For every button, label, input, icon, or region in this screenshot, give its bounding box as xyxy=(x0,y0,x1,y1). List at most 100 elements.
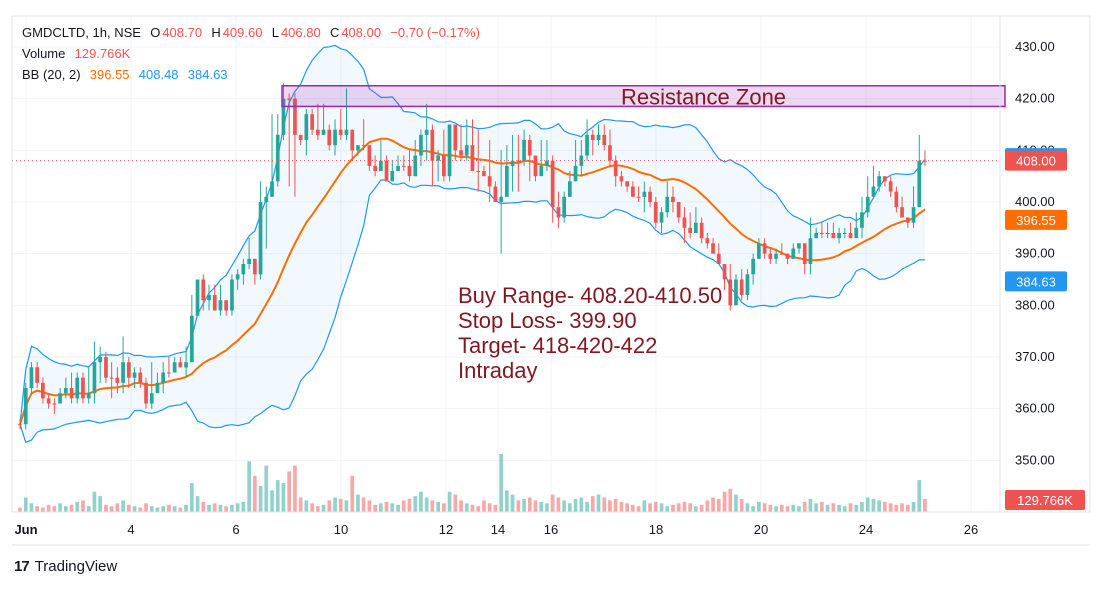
candle[interactable] xyxy=(396,155,400,172)
candle[interactable] xyxy=(906,217,910,228)
candle[interactable] xyxy=(539,140,544,177)
candle[interactable] xyxy=(562,191,566,223)
candle[interactable] xyxy=(447,124,452,182)
candle[interactable] xyxy=(917,134,922,208)
candle[interactable] xyxy=(768,248,773,265)
candle[interactable] xyxy=(281,83,286,140)
candle[interactable] xyxy=(413,140,418,177)
candle[interactable] xyxy=(883,176,887,187)
candle[interactable] xyxy=(161,362,165,394)
candle[interactable] xyxy=(104,351,108,383)
candle[interactable] xyxy=(298,134,303,146)
candle[interactable] xyxy=(722,264,727,290)
resistance-zone[interactable]: Resistance Zone xyxy=(281,84,1006,109)
candle[interactable] xyxy=(842,227,847,239)
candle[interactable] xyxy=(785,253,790,264)
candle[interactable] xyxy=(178,357,183,368)
candle[interactable] xyxy=(608,129,612,166)
candle[interactable] xyxy=(923,150,927,166)
candle[interactable] xyxy=(516,134,521,192)
candle[interactable] xyxy=(81,372,85,404)
candle[interactable] xyxy=(493,181,498,202)
candle[interactable] xyxy=(419,129,423,166)
candle[interactable] xyxy=(556,191,561,228)
candle[interactable] xyxy=(642,181,647,213)
candle[interactable] xyxy=(230,274,234,316)
candle[interactable] xyxy=(401,155,406,172)
candle[interactable] xyxy=(596,124,601,146)
candle[interactable] xyxy=(579,140,584,177)
candle[interactable] xyxy=(453,124,458,161)
candle[interactable] xyxy=(590,129,595,156)
candle[interactable] xyxy=(436,150,440,182)
candle[interactable] xyxy=(545,140,549,171)
candle[interactable] xyxy=(247,238,251,270)
candle[interactable] xyxy=(92,341,97,404)
candle[interactable] xyxy=(144,377,148,409)
candle[interactable] xyxy=(831,222,836,239)
candle[interactable] xyxy=(235,269,240,290)
candle[interactable] xyxy=(18,419,22,430)
candle[interactable] xyxy=(522,129,526,166)
candle[interactable] xyxy=(373,155,377,177)
candle[interactable] xyxy=(287,93,291,187)
candle[interactable] xyxy=(573,140,578,182)
candle[interactable] xyxy=(808,217,813,275)
candle[interactable] xyxy=(58,388,62,404)
candle[interactable] xyxy=(121,336,125,394)
candle[interactable] xyxy=(911,186,916,228)
candle[interactable] xyxy=(533,155,538,182)
candle[interactable] xyxy=(132,367,137,388)
candle[interactable] xyxy=(791,243,796,259)
candle[interactable] xyxy=(648,186,652,208)
candle[interactable] xyxy=(820,222,824,239)
candle[interactable] xyxy=(338,109,343,140)
candle[interactable] xyxy=(797,243,801,254)
candle[interactable] xyxy=(293,93,297,197)
candle[interactable] xyxy=(636,186,641,203)
candle[interactable] xyxy=(270,114,274,197)
candle[interactable] xyxy=(659,207,664,233)
candle[interactable] xyxy=(361,119,366,151)
candle[interactable] xyxy=(350,129,355,161)
candle[interactable] xyxy=(676,202,681,223)
candle[interactable] xyxy=(184,346,188,378)
candle[interactable] xyxy=(860,196,864,239)
candle[interactable] xyxy=(464,119,469,161)
candle[interactable] xyxy=(167,357,171,378)
candle[interactable] xyxy=(356,145,360,156)
candle[interactable] xyxy=(865,176,870,218)
candle[interactable] xyxy=(430,124,435,187)
candle[interactable] xyxy=(716,243,721,264)
candle[interactable] xyxy=(774,248,778,265)
candle[interactable] xyxy=(625,181,629,192)
candle[interactable] xyxy=(41,377,45,404)
candle[interactable] xyxy=(367,145,372,171)
candle[interactable] xyxy=(407,150,412,182)
candle[interactable] xyxy=(264,186,269,249)
candle[interactable] xyxy=(568,171,572,197)
candle[interactable] xyxy=(694,207,698,233)
candle[interactable] xyxy=(711,238,715,254)
candle[interactable] xyxy=(207,284,211,311)
candle[interactable] xyxy=(619,171,624,187)
candle[interactable] xyxy=(424,103,429,161)
candle[interactable] xyxy=(275,114,280,187)
candle[interactable] xyxy=(602,124,607,151)
candle[interactable] xyxy=(23,382,28,430)
candle[interactable] xyxy=(384,155,389,182)
candle[interactable] xyxy=(653,196,658,228)
candle[interactable] xyxy=(682,207,687,244)
candle[interactable] xyxy=(728,264,733,311)
candle[interactable] xyxy=(75,372,80,404)
candle[interactable] xyxy=(671,186,675,213)
candle[interactable] xyxy=(631,181,635,197)
candle[interactable] xyxy=(69,372,74,404)
candle[interactable] xyxy=(499,150,503,254)
candle[interactable] xyxy=(699,217,704,244)
candle[interactable] xyxy=(241,258,246,285)
candle[interactable] xyxy=(585,119,589,161)
candle[interactable] xyxy=(86,367,91,404)
candle[interactable] xyxy=(459,124,463,161)
